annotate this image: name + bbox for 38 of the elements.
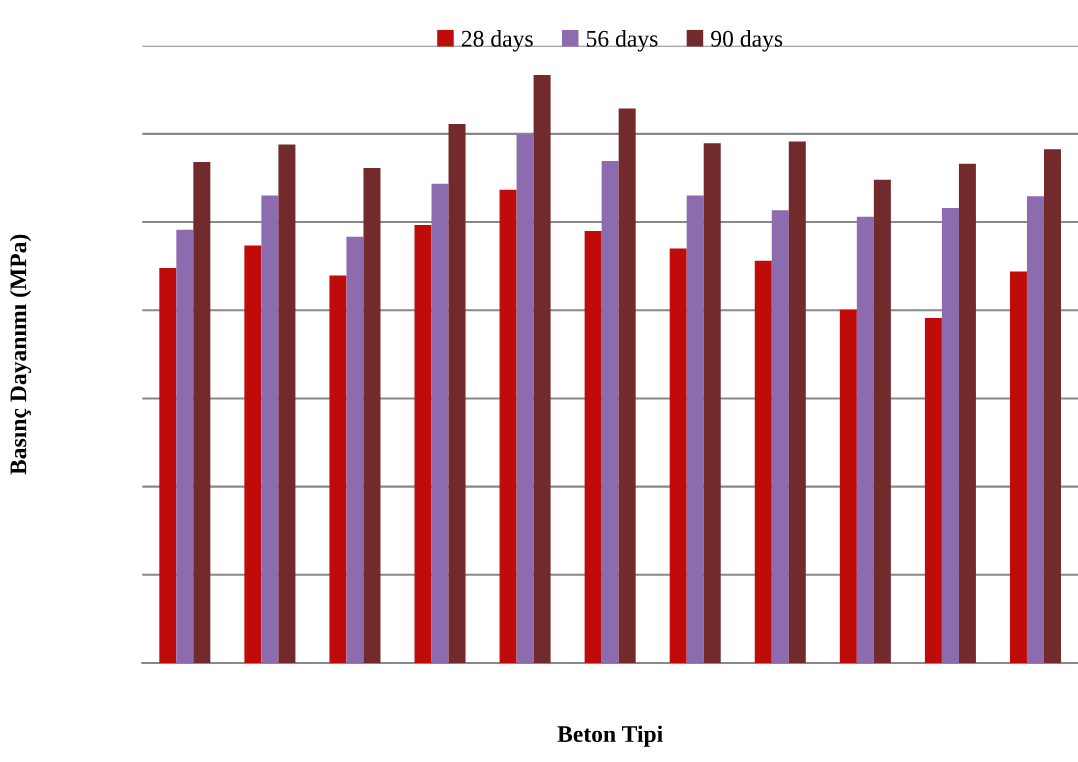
bar: [278, 144, 296, 663]
bar: [414, 225, 432, 663]
bar: [159, 267, 177, 663]
bar: [669, 248, 687, 663]
bar: [958, 163, 976, 663]
bar: [533, 75, 551, 663]
bar: [431, 183, 449, 663]
legend-label: 28 days: [461, 30, 533, 52]
bar: [176, 229, 194, 663]
bar: [1026, 196, 1044, 663]
bar: [1043, 149, 1061, 663]
bar: [244, 245, 262, 663]
bar: [329, 275, 347, 663]
bar: [856, 216, 874, 663]
bar: [346, 236, 364, 663]
bar: [193, 162, 211, 663]
bar: [686, 195, 704, 663]
bar: [873, 179, 891, 663]
x-axis-title: Beton Tipi: [557, 725, 663, 747]
bar: [601, 160, 619, 663]
bar: [703, 143, 721, 663]
bar: [261, 195, 279, 663]
bar: [618, 108, 636, 663]
bar: [839, 309, 857, 663]
bar: [771, 210, 789, 663]
bar: [363, 167, 381, 663]
bar: [1009, 271, 1027, 663]
bar: [448, 123, 466, 663]
legend-label: 90 days: [711, 30, 783, 52]
bar: [516, 134, 534, 663]
y-axis-title: Basınç Dayanımı (MPa): [9, 234, 32, 475]
legend-label: 56 days: [586, 30, 658, 52]
bar: [754, 260, 772, 663]
bar: [924, 317, 942, 663]
bar: [941, 207, 959, 663]
bar: [584, 230, 602, 663]
bar: [788, 141, 806, 663]
bar: [499, 189, 517, 663]
